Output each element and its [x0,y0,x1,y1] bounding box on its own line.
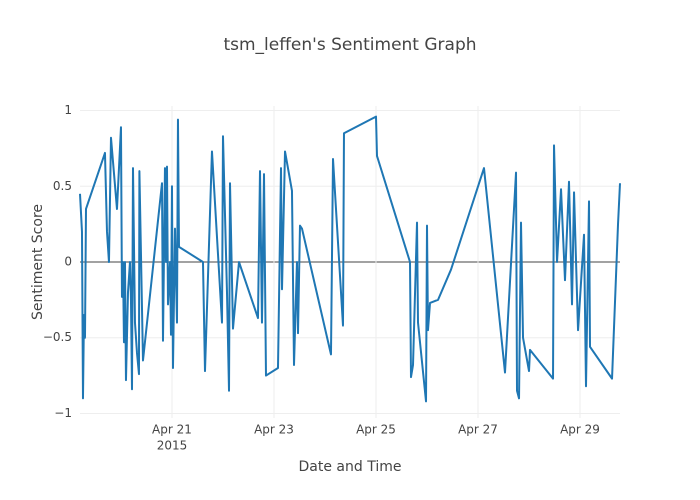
x-tick-label: Apr 27 [458,423,498,437]
x-tick-label: Apr 29 [560,423,600,437]
y-tick-label: 0 [64,255,72,269]
y-axis-title: Sentiment Score [30,204,46,320]
x-tick-label: Apr 21 [152,423,192,437]
y-tick-label: 0.5 [53,179,72,193]
x-tick-label: Apr 25 [356,423,396,437]
y-tick-label: −1 [54,406,72,420]
x-tick-label: Apr 23 [254,423,294,437]
y-tick-label: 1 [64,103,72,117]
x-year-label: 2015 [157,439,188,453]
data-line [79,115,621,403]
chart-title: tsm_leffen's Sentiment Graph [223,35,476,55]
y-tick-label: −0.5 [43,330,72,344]
x-axis-title: Date and Time [299,459,402,475]
